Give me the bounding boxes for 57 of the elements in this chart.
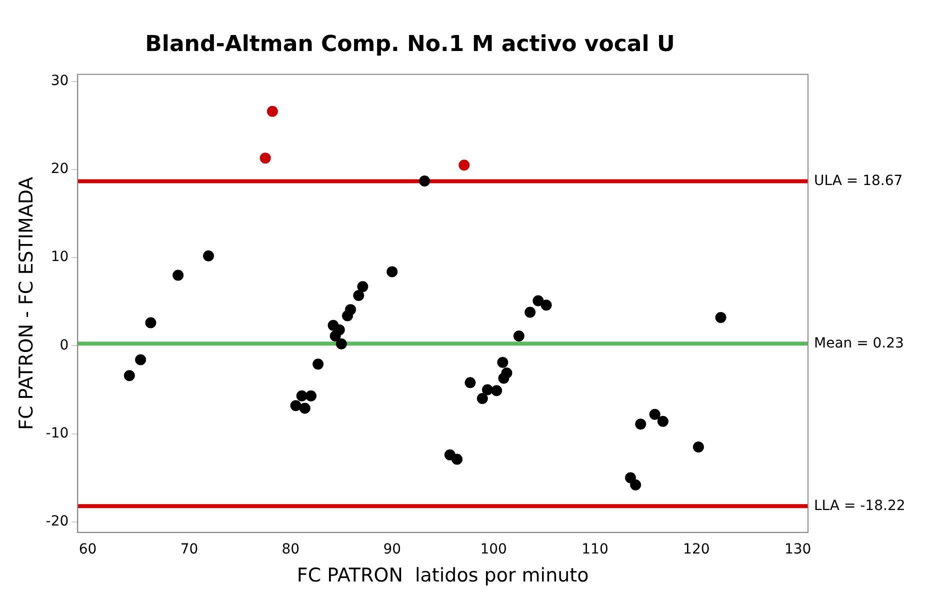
point bbox=[419, 175, 430, 186]
point bbox=[482, 384, 493, 396]
x-tick-label: 120 bbox=[683, 541, 710, 558]
point bbox=[497, 356, 508, 368]
point bbox=[266, 106, 278, 117]
point bbox=[260, 152, 271, 164]
point bbox=[305, 390, 316, 402]
point bbox=[715, 312, 726, 323]
point bbox=[290, 400, 302, 412]
point bbox=[458, 160, 470, 171]
y-tick-label: -10 bbox=[46, 425, 69, 442]
y-tick-label: 10 bbox=[50, 249, 69, 266]
point bbox=[524, 306, 536, 318]
point bbox=[145, 317, 156, 328]
y-tick-label: 20 bbox=[50, 161, 69, 178]
point bbox=[532, 295, 544, 306]
point bbox=[692, 441, 704, 452]
ref-line-label: Mean = 0.23 bbox=[814, 335, 904, 352]
ref-line-label: ULA = 18.67 bbox=[814, 172, 903, 189]
point bbox=[513, 330, 524, 342]
x-tick-label: 130 bbox=[784, 541, 812, 558]
point bbox=[312, 358, 324, 370]
point bbox=[353, 290, 364, 301]
y-tick-label: -20 bbox=[46, 513, 69, 530]
point bbox=[345, 304, 356, 316]
point bbox=[299, 402, 310, 414]
point bbox=[464, 377, 476, 388]
point bbox=[124, 370, 135, 382]
x-tick-label: 80 bbox=[282, 541, 300, 558]
x-tick-label: 70 bbox=[180, 541, 198, 558]
y-tick-label: 30 bbox=[50, 73, 69, 90]
y-tick-label: 0 bbox=[60, 337, 69, 354]
point bbox=[452, 454, 463, 465]
x-tick-label: 100 bbox=[480, 541, 507, 558]
y-axis-title: FC PATRON - FC ESTIMADA bbox=[15, 176, 38, 430]
point bbox=[649, 408, 660, 420]
point bbox=[172, 270, 184, 281]
point bbox=[334, 324, 345, 336]
x-tick-label: 90 bbox=[383, 541, 402, 558]
x-tick-label: 110 bbox=[582, 541, 608, 558]
point bbox=[491, 385, 502, 396]
point bbox=[540, 300, 552, 311]
point bbox=[296, 390, 308, 402]
chart-title: Bland-Altman Comp. No.1 M activo vocal U bbox=[145, 32, 675, 57]
ref-line-label: LLA = -18.22 bbox=[814, 498, 906, 514]
point bbox=[203, 250, 214, 262]
point bbox=[336, 338, 347, 350]
x-tick-label: 60 bbox=[78, 541, 97, 558]
point bbox=[135, 354, 146, 366]
point bbox=[657, 416, 668, 427]
point bbox=[501, 367, 512, 378]
point bbox=[386, 266, 398, 278]
point bbox=[476, 393, 488, 404]
point bbox=[635, 418, 646, 430]
x-axis-title: FC PATRON latidos por minuto bbox=[296, 564, 589, 587]
point bbox=[630, 479, 642, 490]
point bbox=[357, 281, 368, 292]
